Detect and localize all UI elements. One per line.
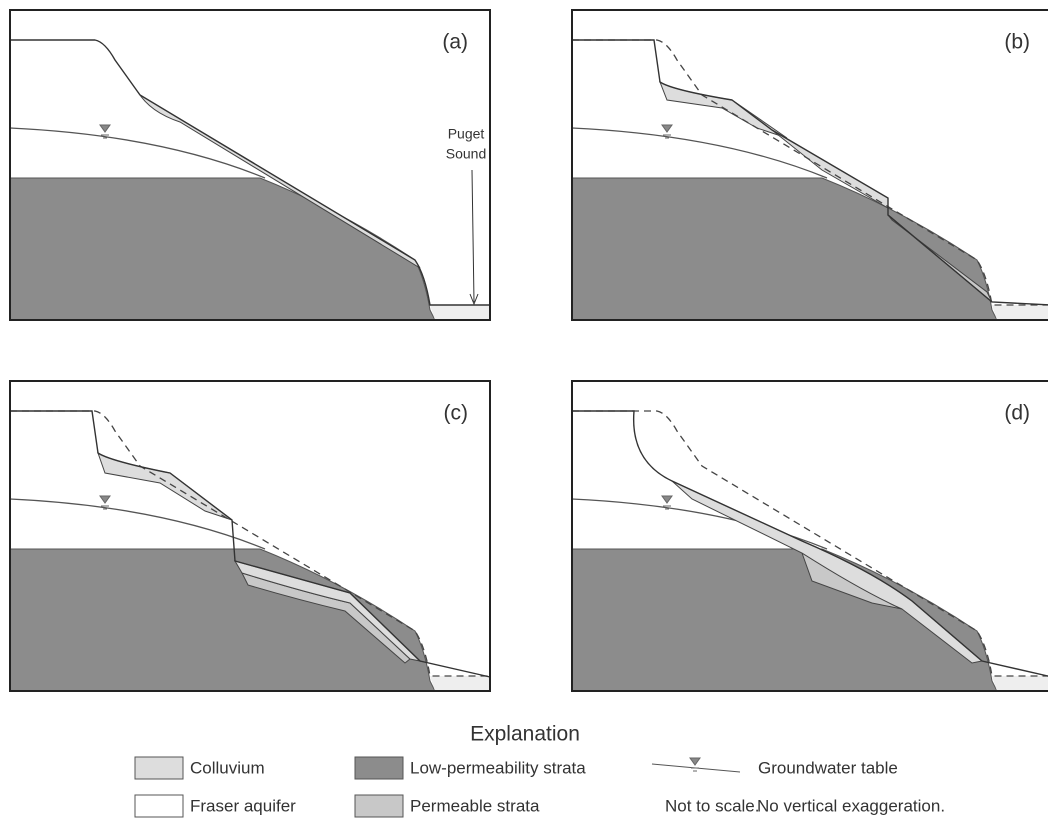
panel-label: (b) bbox=[1004, 31, 1030, 54]
legend-item: Colluvium bbox=[190, 758, 265, 777]
sea bbox=[992, 305, 1048, 320]
sea bbox=[430, 305, 490, 320]
diagram: (a) Puget Sound (b) (c) (d) Explanation Collu… bbox=[0, 0, 1048, 827]
panel: (a) Puget Sound bbox=[10, 10, 490, 320]
panel: (b) bbox=[572, 10, 1048, 320]
panel: (c) bbox=[10, 381, 490, 691]
panel-label: (d) bbox=[1004, 402, 1030, 425]
aquifer-swatch bbox=[135, 795, 183, 817]
legend-item: Fraser aquifer bbox=[190, 796, 296, 815]
panel-label: (a) bbox=[442, 31, 468, 54]
note: No vertical exaggeration. bbox=[757, 796, 945, 815]
water-symbol bbox=[690, 758, 700, 771]
panel-label: (c) bbox=[444, 402, 469, 425]
panels: (a) Puget Sound (b) (c) (d) bbox=[10, 10, 1048, 691]
legend-item: Low-permeability strata bbox=[410, 758, 586, 777]
annotation: Puget bbox=[448, 126, 485, 142]
legend-item: Permeable strata bbox=[410, 796, 540, 815]
note: Not to scale. bbox=[665, 796, 760, 815]
colluvium-swatch bbox=[135, 757, 183, 779]
sea bbox=[430, 676, 490, 691]
sea bbox=[992, 676, 1048, 691]
permeable-swatch bbox=[355, 795, 403, 817]
legend-title: Explanation bbox=[470, 723, 580, 746]
panel: (d) bbox=[572, 381, 1048, 691]
annotation: Sound bbox=[446, 146, 486, 162]
legend-item: Groundwater table bbox=[758, 758, 898, 777]
low-perm-swatch bbox=[355, 757, 403, 779]
